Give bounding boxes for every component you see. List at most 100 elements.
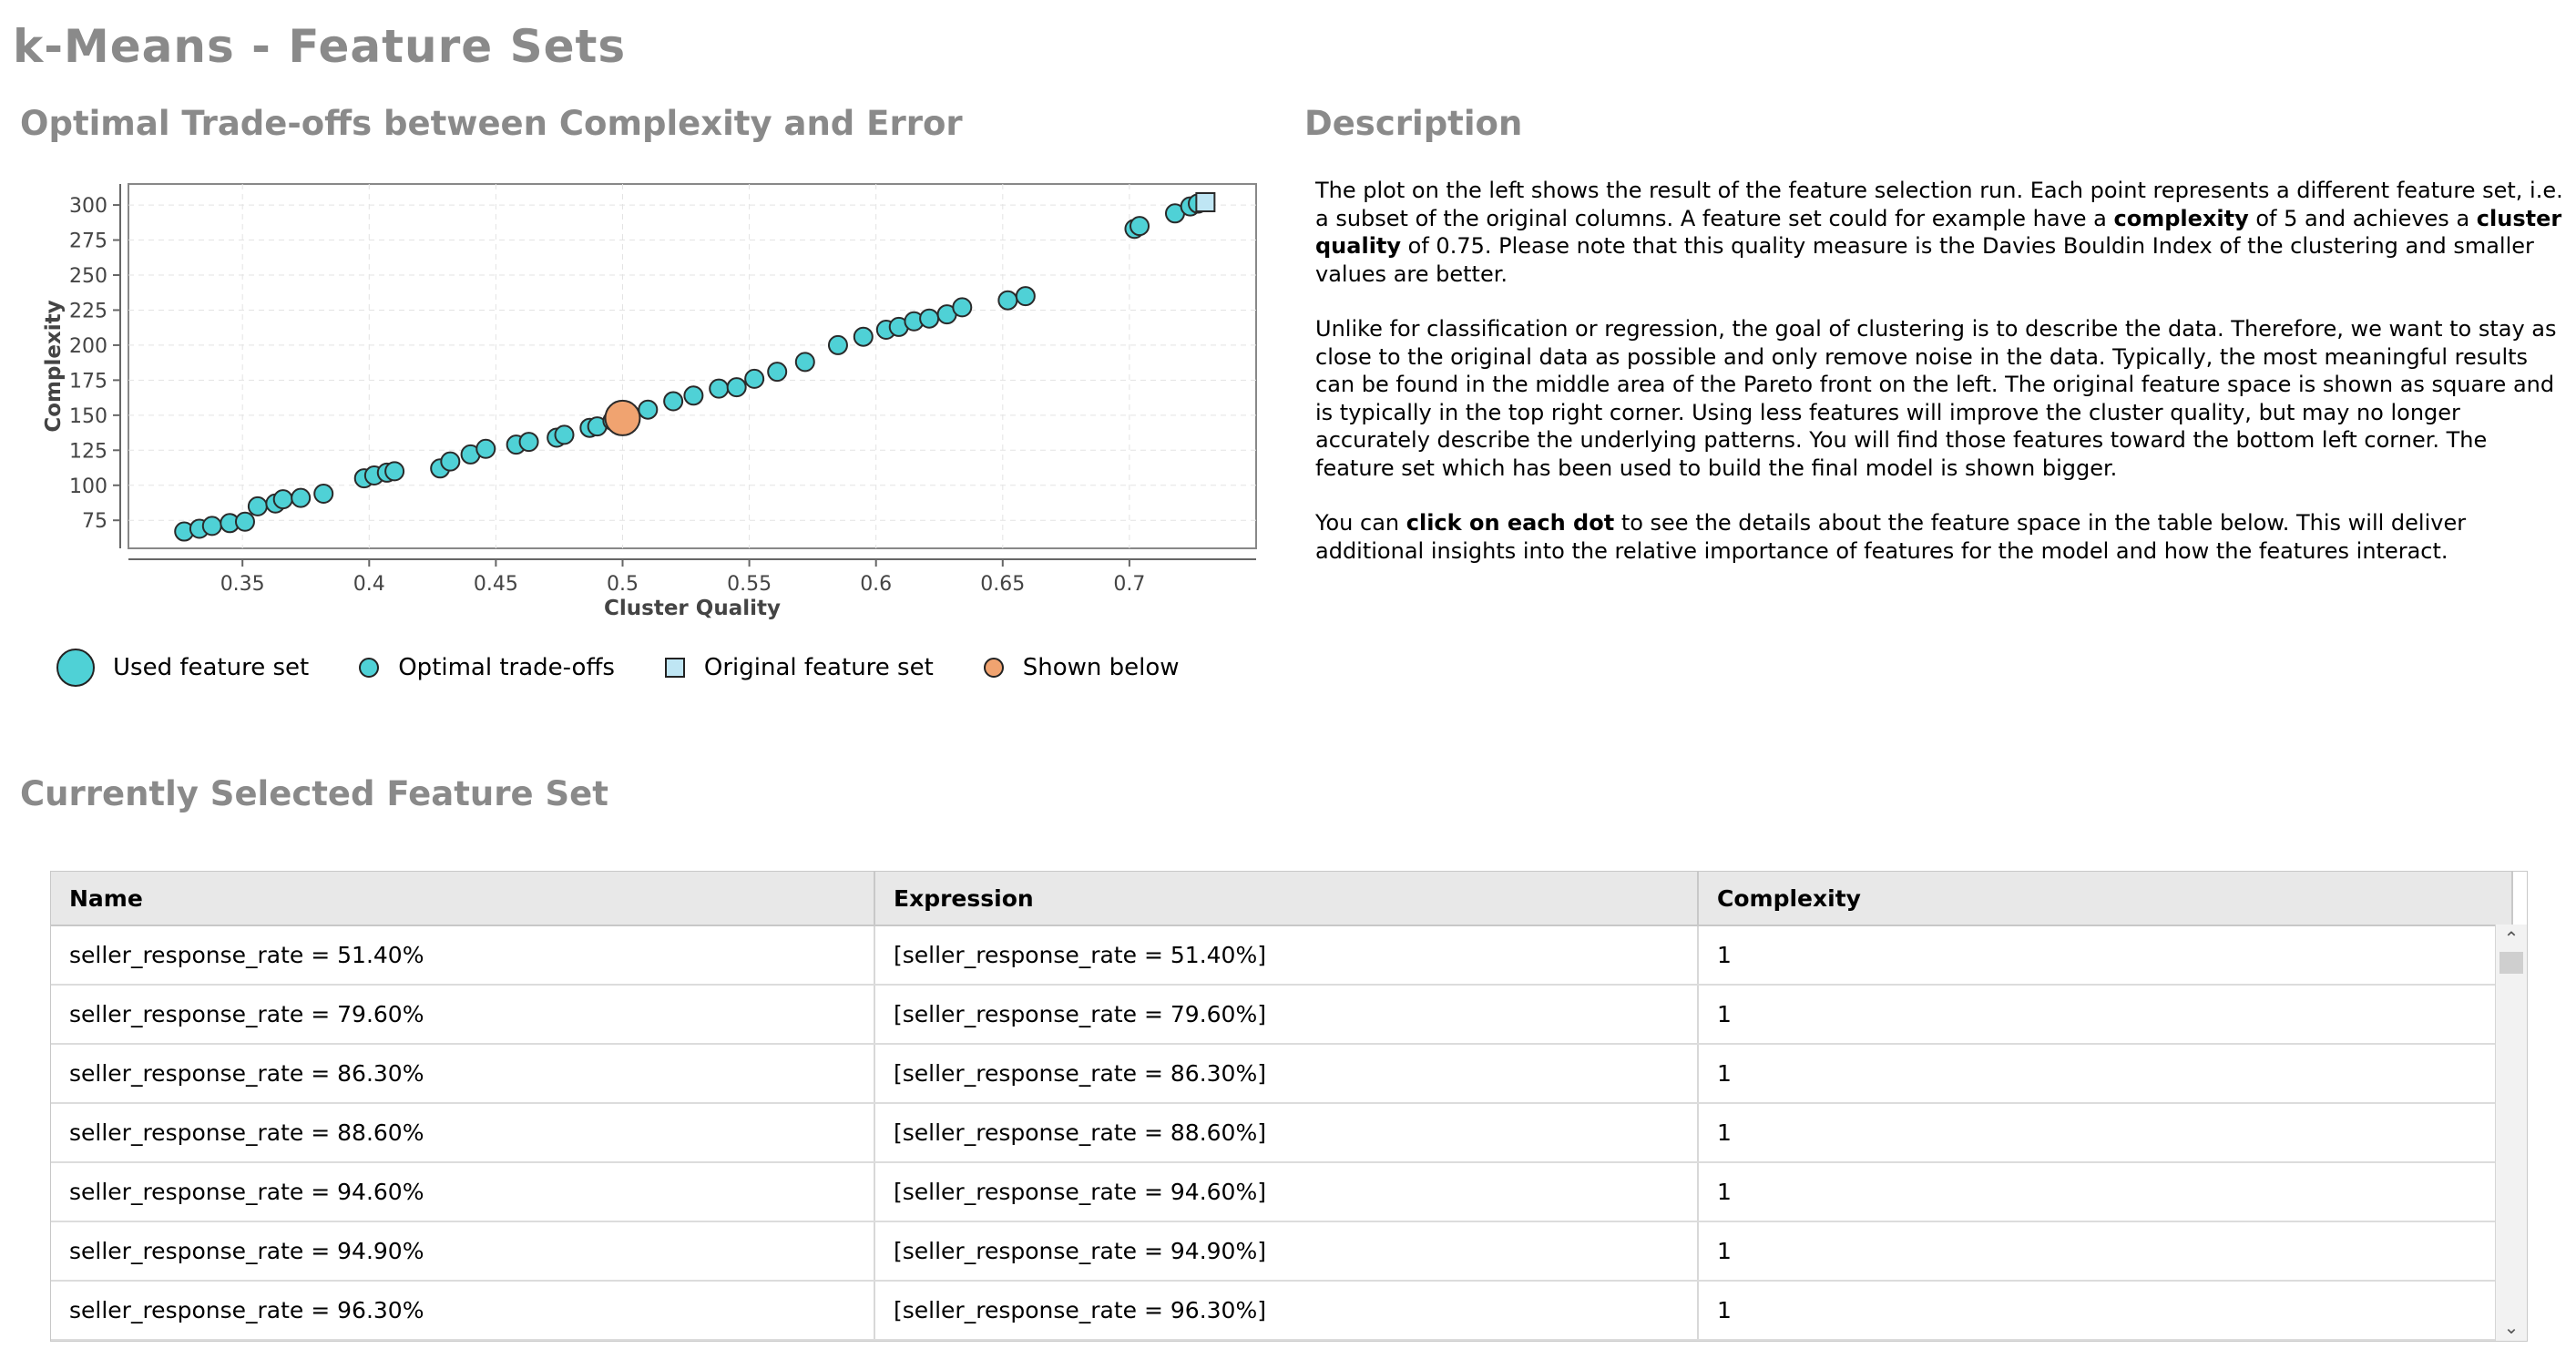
cell-complexity: 1	[1698, 1281, 2513, 1341]
cell-name: seller_response_rate = 94.90%	[51, 1221, 875, 1282]
scatter-point[interactable]	[683, 385, 704, 406]
scatter-point[interactable]	[234, 511, 255, 532]
y-axis-label: Complexity	[42, 300, 66, 432]
scatter-point[interactable]	[384, 461, 405, 482]
cell-name: seller_response_rate = 88.60%	[51, 1103, 875, 1163]
scatter-point[interactable]	[853, 326, 874, 347]
y-tick-label: 300	[69, 195, 107, 218]
scatter-point[interactable]	[518, 432, 539, 453]
legend-label: Shown below	[1022, 654, 1180, 681]
emphasized-text: click on each dot	[1406, 510, 1615, 536]
chevron-up-icon[interactable]: ⌃	[2503, 927, 2520, 949]
legend-item-shown: Shown below	[981, 654, 1180, 681]
x-tick-label: 0.35	[220, 573, 265, 596]
table-row[interactable]: seller_response_rate = 86.30% [seller_res…	[51, 1044, 2513, 1104]
cell-expression: [seller_response_rate = 79.60%]	[874, 985, 1699, 1045]
scroll-thumb[interactable]	[2499, 952, 2523, 974]
column-header-expression[interactable]: Expression	[874, 872, 1699, 926]
column-header-complexity[interactable]: Complexity	[1698, 872, 2513, 926]
cell-expression: [seller_response_rate = 94.90%]	[874, 1221, 1699, 1282]
scatter-point[interactable]	[247, 496, 268, 516]
description-paragraph: You can click on each dot to see the det…	[1315, 509, 2563, 565]
column-header-name[interactable]: Name	[51, 872, 875, 926]
scatter-point[interactable]	[440, 451, 461, 472]
scatter-point[interactable]	[767, 362, 788, 383]
scatter-point[interactable]	[919, 308, 940, 329]
paragraph-text: of 5 and achieves a	[2248, 205, 2477, 231]
chevron-down-icon[interactable]: ⌄	[2503, 1316, 2520, 1338]
scatter-point[interactable]	[272, 489, 293, 510]
legend-label: Used feature set	[113, 654, 310, 681]
grid-lines	[128, 184, 1256, 548]
description-text: The plot on the left shows the result of…	[1315, 177, 2563, 592]
y-tick-label: 225	[69, 300, 107, 322]
description-paragraph: Unlike for classification or regression,…	[1315, 316, 2557, 481]
y-tick-label: 175	[69, 370, 107, 393]
cell-name: seller_response_rate = 51.40%	[51, 925, 875, 986]
scatter-point[interactable]	[997, 290, 1018, 311]
large-circle-icon	[56, 649, 95, 687]
page-title: k-Means - Feature Sets	[13, 20, 627, 73]
selected-feature-set-point[interactable]	[604, 399, 641, 436]
scatter-point[interactable]	[554, 424, 575, 445]
scatter-point[interactable]	[663, 391, 684, 412]
scatter-point[interactable]	[726, 377, 747, 398]
table-row[interactable]: seller_response_rate = 94.60% [seller_res…	[51, 1162, 2513, 1222]
table-body: seller_response_rate = 51.40% [seller_res…	[51, 925, 2513, 1341]
scatter-point[interactable]	[201, 516, 222, 536]
cell-complexity: 1	[1698, 1221, 2513, 1282]
scatter-point[interactable]	[475, 438, 496, 459]
cell-name: seller_response_rate = 94.60%	[51, 1162, 875, 1222]
scatter-point[interactable]	[744, 368, 765, 389]
cell-expression: [seller_response_rate = 94.60%]	[874, 1162, 1699, 1222]
table-row[interactable]: seller_response_rate = 51.40% [seller_res…	[51, 925, 2513, 986]
cell-name: seller_response_rate = 96.30%	[51, 1281, 875, 1341]
x-tick-label: 0.45	[474, 573, 518, 596]
feature-set-table: Name Expression Complexity seller_respon…	[50, 871, 2528, 1342]
x-tick-label: 0.6	[860, 573, 892, 596]
scatter-point[interactable]	[1130, 216, 1150, 237]
y-tick-label: 150	[69, 405, 107, 428]
table-row[interactable]: seller_response_rate = 96.30% [seller_res…	[51, 1281, 2513, 1341]
chart-legend: Used feature set Optimal trade-offs Orig…	[55, 645, 1227, 690]
paragraph-text: to see the details about the feature spa…	[1315, 510, 2467, 564]
paragraph-text: The plot on the left shows the result of…	[1315, 178, 2563, 231]
cell-complexity: 1	[1698, 925, 2513, 986]
paragraph-text: You can	[1315, 510, 1406, 536]
cell-complexity: 1	[1698, 1162, 2513, 1222]
table-row[interactable]: seller_response_rate = 88.60% [seller_res…	[51, 1103, 2513, 1163]
scatter-point[interactable]	[827, 334, 848, 355]
legend-item-optimal: Optimal trade-offs	[356, 654, 615, 681]
scatter-point[interactable]	[794, 352, 815, 373]
legend-item-used: Used feature set	[55, 647, 309, 689]
table-row[interactable]: seller_response_rate = 94.90% [seller_res…	[51, 1221, 2513, 1282]
cell-expression: [seller_response_rate = 51.40%]	[874, 925, 1699, 986]
cell-complexity: 1	[1698, 1103, 2513, 1163]
y-tick-label: 100	[69, 475, 107, 498]
scatter-point[interactable]	[709, 378, 730, 399]
table-scrollbar[interactable]: ⌃ ⌄	[2495, 925, 2527, 1341]
y-tick-label: 75	[82, 510, 107, 533]
scatter-point[interactable]	[952, 297, 973, 318]
chart-section-title: Optimal Trade-offs between Complexity an…	[20, 104, 963, 143]
y-tick-label: 275	[69, 230, 107, 253]
scatter-point[interactable]	[291, 487, 312, 508]
selected-set-title: Currently Selected Feature Set	[20, 774, 608, 813]
circle-icon	[359, 658, 380, 678]
data-points[interactable]	[174, 192, 1216, 542]
x-axis-label: Cluster Quality	[604, 597, 781, 620]
cell-name: seller_response_rate = 86.30%	[51, 1044, 875, 1104]
original-feature-set-point[interactable]	[1195, 192, 1216, 212]
scatter-point[interactable]	[638, 399, 659, 420]
scatter-point[interactable]	[1015, 286, 1036, 307]
cell-expression: [seller_response_rate = 88.60%]	[874, 1103, 1699, 1163]
circle-icon	[983, 658, 1004, 678]
table-row[interactable]: seller_response_rate = 79.60% [seller_res…	[51, 985, 2513, 1045]
paragraph-text: of 0.75. Please note that this quality m…	[1315, 233, 2534, 287]
square-icon	[664, 658, 685, 678]
x-tick-label: 0.5	[607, 573, 639, 596]
y-tick-label: 125	[69, 440, 107, 463]
scatter-point[interactable]	[313, 484, 334, 504]
cell-complexity: 1	[1698, 985, 2513, 1045]
x-tick-label: 0.65	[980, 573, 1025, 596]
